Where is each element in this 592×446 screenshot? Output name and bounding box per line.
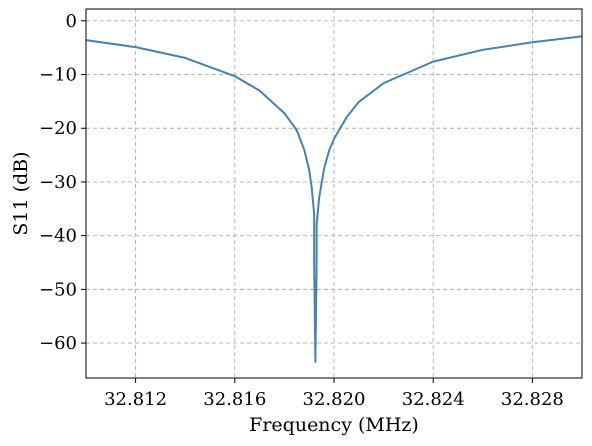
y-tick-label: −30 [39,172,77,193]
series-layer [85,35,583,363]
y-tick-label: −20 [39,118,77,139]
y-tick-label: −10 [39,65,77,86]
y-tick-label: 0 [66,11,77,32]
s11-series-line [85,35,583,363]
x-tick-label: 32.812 [104,389,167,410]
x-tick-label: 32.828 [501,389,564,410]
x-tick-label: 32.816 [203,389,266,410]
x-tick-label: 32.824 [402,389,465,410]
y-axis-label: S11 (dB) [10,151,32,235]
x-axis-label: Frequency (MHz) [249,414,419,436]
y-tick-label: −50 [39,279,77,300]
y-tick-label: −60 [39,333,77,354]
y-tick-label: −40 [39,226,77,247]
x-tick-label: 32.820 [303,389,366,410]
grid [86,9,582,378]
ticks: 32.812 32.816 32.820 32.824 32.828 0 −10 −20 −30… [39,11,564,410]
